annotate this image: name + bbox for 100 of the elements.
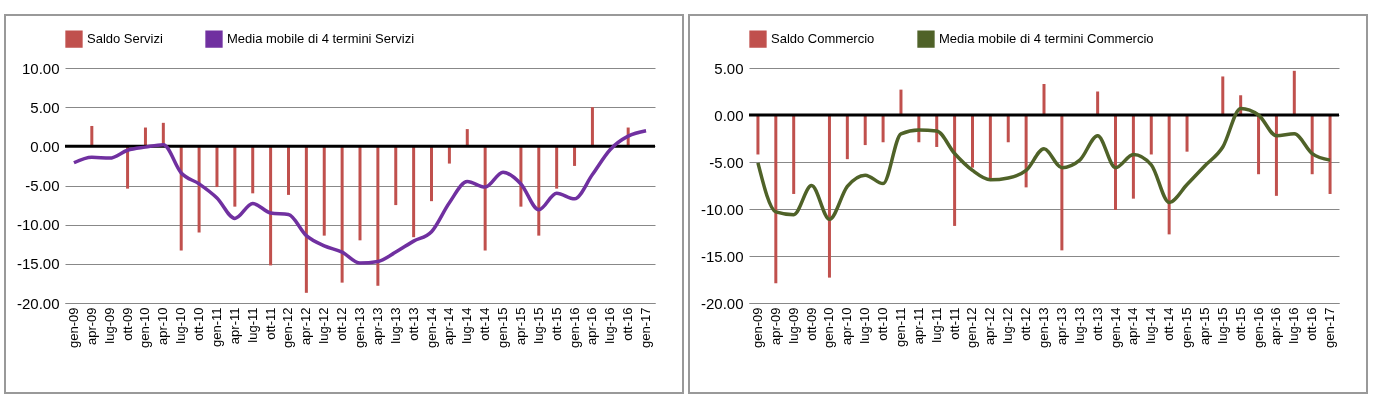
bar [430,146,434,202]
x-tick-label: ott-09 [803,307,819,341]
x-tick-label: gen-11 [892,307,908,348]
x-tick-label: apr-14 [1125,307,1141,346]
x-tick-label: ott-09 [119,307,135,341]
bar [394,146,398,206]
x-tick-label: apr-16 [584,307,600,346]
x-tick-label: lug-12 [1000,307,1016,344]
x-tick-label: lug-16 [1286,307,1302,344]
x-tick-label: ott-16 [1304,307,1320,341]
x-tick-label: ott-13 [1089,307,1105,341]
x-tick-label: lug-11 [928,307,944,343]
bar [1060,115,1064,251]
x-tick-label: gen-13 [1036,307,1051,348]
bar [590,107,594,147]
legend-label: Saldo Servizi [87,31,163,47]
bar [863,115,867,146]
bar [412,146,416,238]
y-tick-label: -15.00 [700,247,744,265]
x-tick-label: ott-10 [875,307,891,341]
x-tick-label: gen-10 [137,307,153,348]
bar [465,129,469,147]
x-tick-label: gen-14 [1107,307,1123,348]
x-tick-label: ott-16 [620,307,636,341]
x-tick-label: lug-14 [459,307,475,344]
x-tick-label: ott-13 [405,307,421,341]
bar [555,146,559,189]
x-tick-label: gen-10 [821,307,837,348]
bar [953,115,957,226]
x-tick-label: gen-17 [1322,307,1338,348]
x-tick-label: ott-15 [1232,307,1248,341]
bar [845,115,849,160]
bar [304,146,308,293]
x-tick-label: lug-09 [101,307,117,344]
x-tick-label: lug-11 [244,307,260,343]
x-tick-label: apr-10 [155,307,171,346]
bar [1042,83,1046,115]
legend-label: Saldo Commercio [771,31,875,47]
x-tick-label: apr-15 [1196,307,1212,346]
x-tick-label: lug-15 [1214,307,1230,344]
bar [286,146,290,195]
x-tick-label: gen-09 [749,307,765,348]
line-series [72,128,648,265]
bar [1257,115,1261,175]
bar [1114,115,1118,210]
y-tick-label: -5.00 [709,153,744,171]
x-tick-label: gen-17 [638,307,654,348]
bar [322,146,326,236]
y-tick-label: 0.00 [30,137,60,155]
bar [1024,115,1028,188]
x-tick-label: lug-10 [173,307,189,344]
bar [1274,115,1278,196]
bar [537,146,541,236]
bar [376,146,380,286]
y-tick-label: -10.00 [700,200,744,218]
bar [1292,70,1296,115]
y-tick-label: 5.00 [714,59,744,77]
x-tick-label: apr-11 [910,307,926,345]
x-tick-label: gen-16 [566,307,582,348]
x-tick-label: apr-14 [441,307,457,346]
x-tick-label: gen-14 [423,307,439,348]
x-tick-label: lug-13 [387,307,403,344]
x-tick-label: gen-15 [1179,307,1195,348]
bar [573,146,577,166]
bar [1006,115,1010,143]
bar [1167,115,1171,235]
line-series [756,106,1332,222]
bar [774,115,778,284]
bar [899,89,903,115]
y-tick-label: -15.00 [16,255,60,273]
x-tick-label: gen-12 [280,307,296,348]
x-tick-label: apr-12 [298,307,314,346]
legend-label: Media mobile di 4 termini Servizi [227,31,415,47]
x-tick-label: apr-10 [839,307,855,346]
bar [197,146,201,233]
bar [1149,115,1153,155]
bar [827,115,831,278]
x-tick-label: apr-09 [767,307,783,346]
bar [756,115,760,155]
bar [179,146,183,251]
x-tick-label: gen-09 [65,307,81,348]
bar [1096,91,1100,115]
x-tick-label: gen-11 [208,307,224,348]
x-tick-label: apr-11 [226,307,242,345]
bar [1185,115,1189,152]
x-tick-label: ott-12 [334,307,350,341]
x-tick-label: gen-13 [352,307,367,348]
bar [251,146,255,194]
x-tick-label: apr-09 [83,307,99,346]
y-tick-label: -20.00 [700,294,744,312]
x-tick-label: lug-09 [785,307,801,344]
x-tick-label: gen-16 [1250,307,1266,348]
x-tick-label: lug-12 [316,307,332,344]
x-tick-label: ott-14 [1161,307,1177,341]
bar [970,115,974,168]
x-tick-label: ott-15 [548,307,564,341]
y-tick-label: -20.00 [16,294,60,312]
x-tick-label: gen-12 [964,307,980,348]
y-tick-label: 10.00 [21,59,60,77]
x-tick-label: apr-16 [1268,307,1284,346]
